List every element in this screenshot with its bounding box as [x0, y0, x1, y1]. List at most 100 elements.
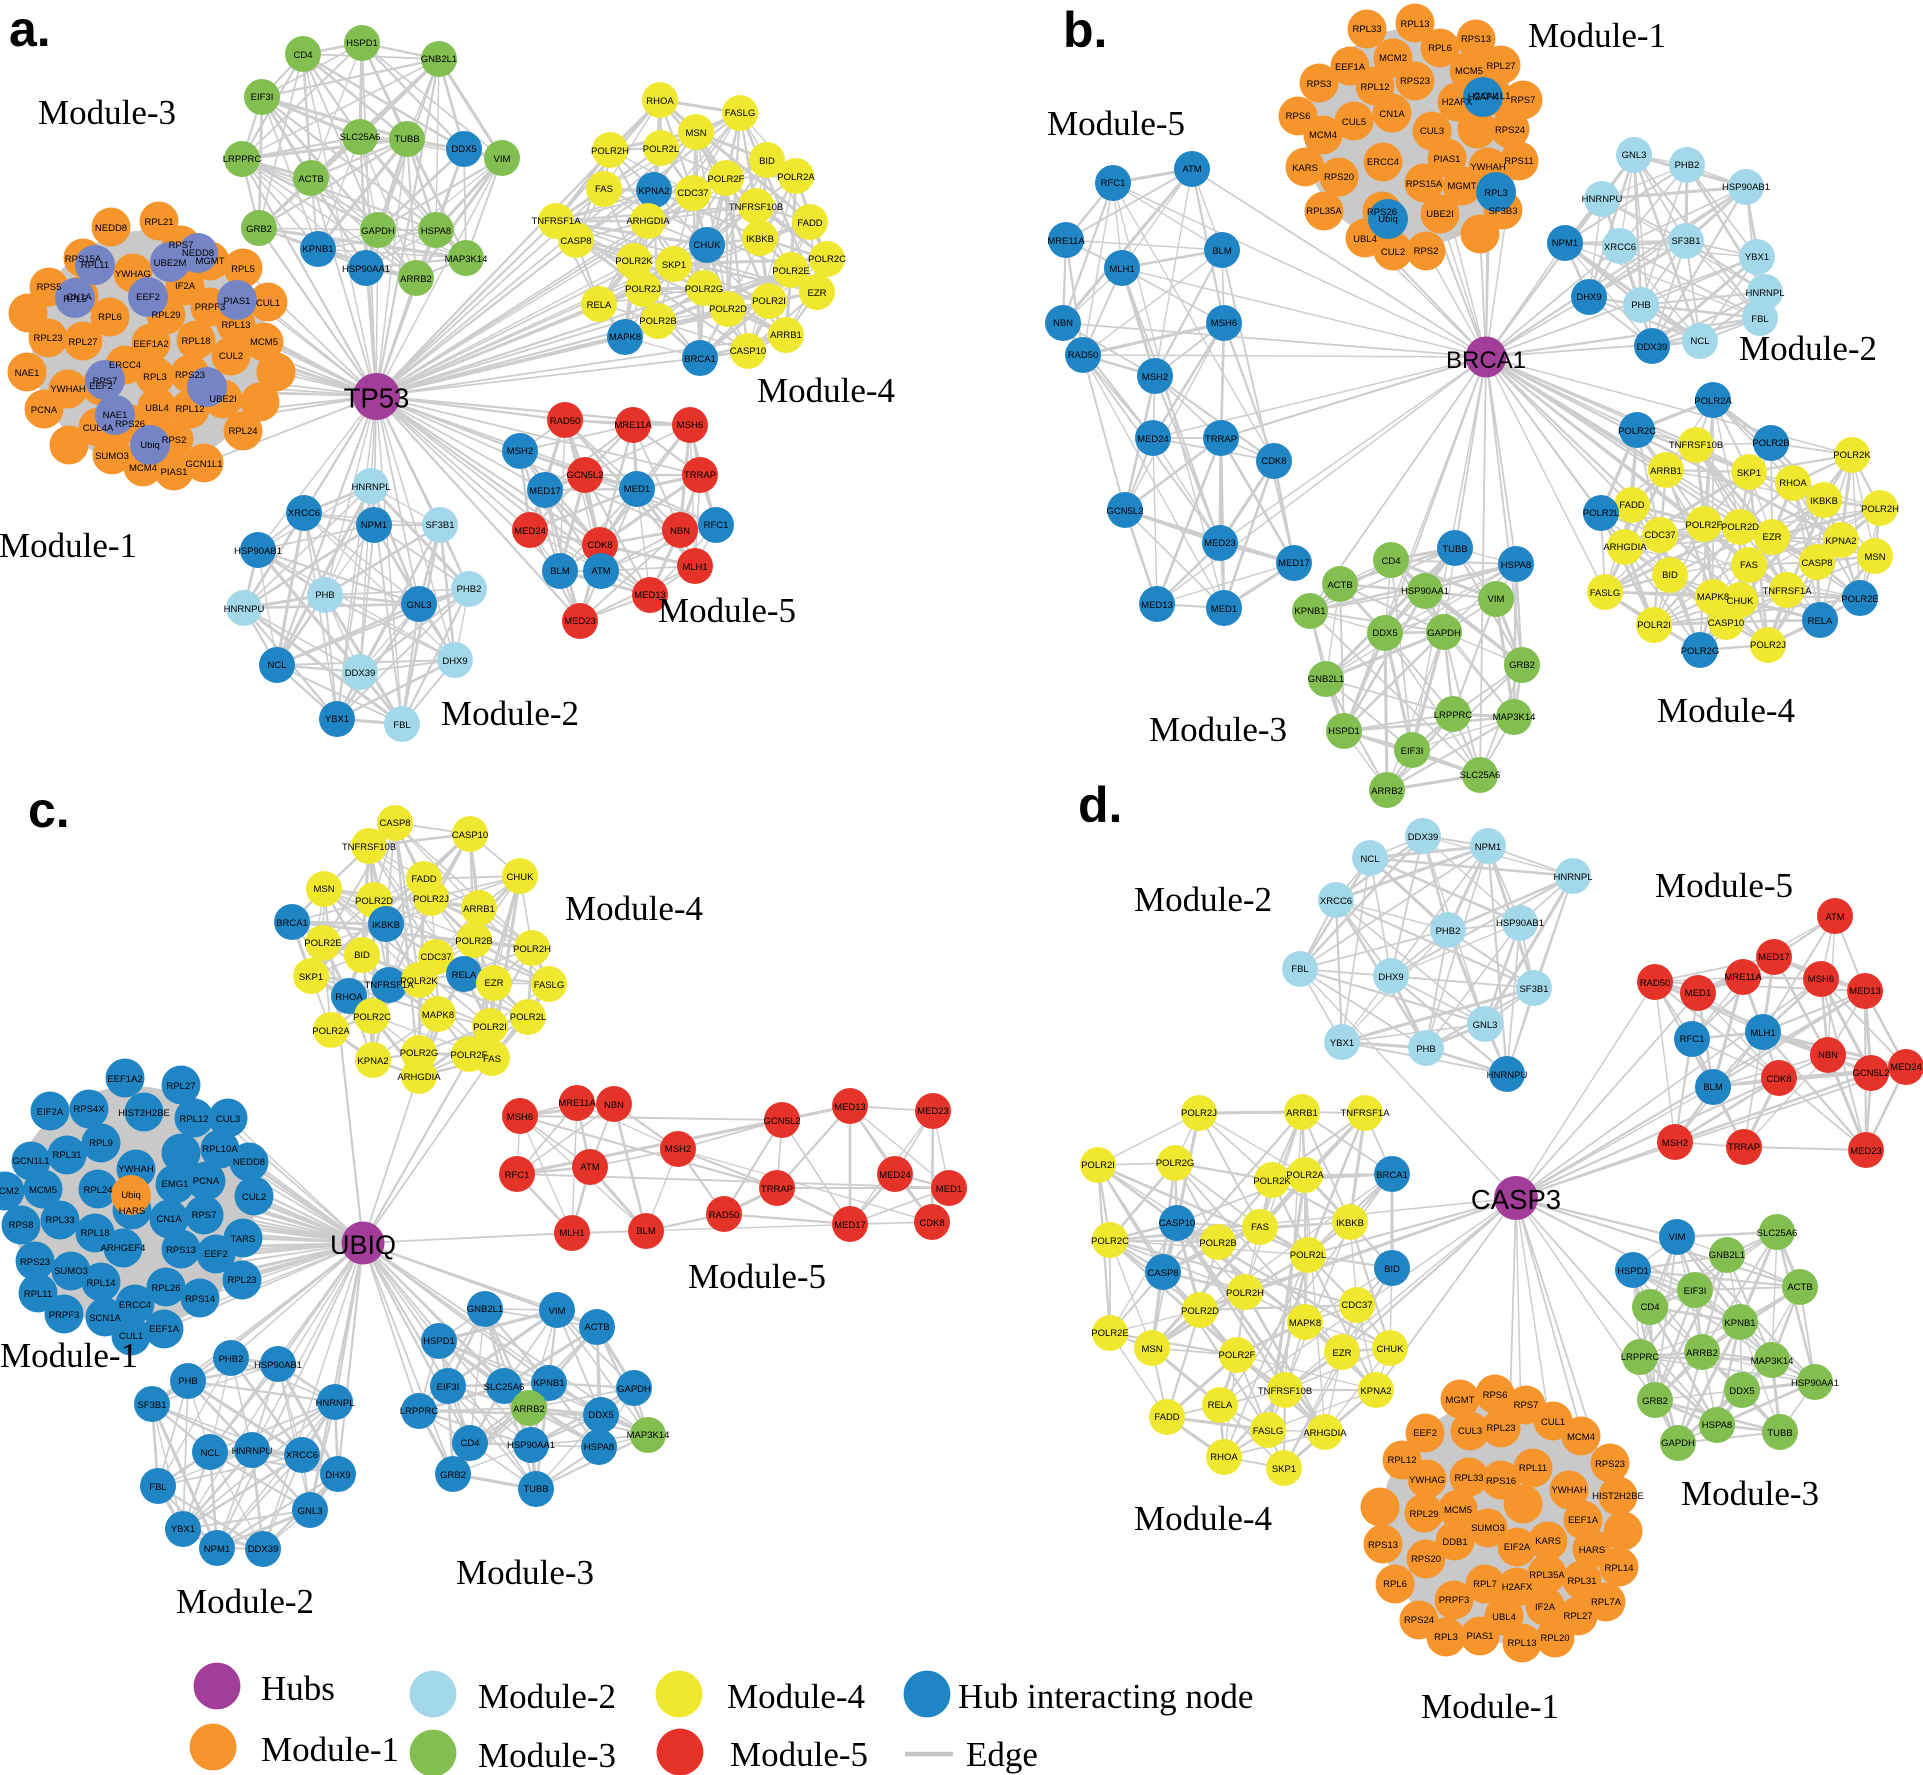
svg-text:CD4: CD4 — [1640, 1302, 1659, 1313]
svg-text:CASP10: CASP10 — [1159, 1218, 1195, 1229]
svg-text:IKBKB: IKBKB — [1336, 1218, 1364, 1229]
svg-text:ARRB2: ARRB2 — [1371, 786, 1403, 797]
svg-text:CD4: CD4 — [460, 1438, 479, 1449]
svg-text:Module-3: Module-3 — [1149, 710, 1287, 749]
svg-text:RPL21: RPL21 — [144, 217, 173, 228]
svg-text:RPL29: RPL29 — [151, 310, 180, 321]
svg-text:RPS24: RPS24 — [1495, 125, 1525, 136]
svg-text:MED1: MED1 — [1211, 604, 1237, 615]
svg-text:HNRNPL: HNRNPL — [1553, 872, 1592, 883]
svg-text:RPL6: RPL6 — [1428, 43, 1452, 54]
svg-text:YBX1: YBX1 — [325, 714, 349, 725]
svg-text:MRE11A: MRE11A — [558, 1098, 596, 1109]
svg-text:RPS4X: RPS4X — [73, 1104, 105, 1115]
svg-text:POLR2L: POLR2L — [1290, 1250, 1326, 1261]
svg-text:PHB: PHB — [1631, 300, 1651, 311]
svg-text:GNL3: GNL3 — [1473, 1020, 1498, 1031]
svg-text:RPS7: RPS7 — [1514, 1400, 1539, 1411]
svg-text:FAS: FAS — [483, 1054, 501, 1065]
svg-text:RFC1: RFC1 — [505, 1170, 530, 1181]
svg-text:POLR2I: POLR2I — [1081, 1160, 1115, 1171]
svg-text:RPL26: RPL26 — [151, 1283, 180, 1294]
svg-text:TRRAP: TRRAP — [684, 470, 716, 481]
svg-text:RPS20: RPS20 — [1411, 1554, 1441, 1565]
svg-text:POLR2F: POLR2F — [1219, 1350, 1256, 1361]
svg-text:RAD50: RAD50 — [709, 1210, 740, 1221]
svg-text:POLR2I: POLR2I — [1637, 620, 1671, 631]
svg-text:POLR2J: POLR2J — [413, 894, 449, 905]
svg-text:CDK8: CDK8 — [1261, 456, 1286, 467]
svg-text:EIF3I: EIF3I — [1684, 1286, 1707, 1297]
svg-text:CUL5: CUL5 — [1342, 117, 1366, 128]
svg-text:MRE11A: MRE11A — [1724, 972, 1762, 983]
svg-text:HSP90AA1: HSP90AA1 — [1791, 1378, 1839, 1389]
svg-text:SCN1A: SCN1A — [89, 1313, 121, 1324]
svg-text:Module-1: Module-1 — [1528, 16, 1666, 55]
svg-text:KPNB1: KPNB1 — [1294, 606, 1325, 617]
svg-text:SF3B1: SF3B1 — [1519, 984, 1548, 995]
svg-text:MLH1: MLH1 — [1750, 1028, 1775, 1039]
svg-text:RAD50: RAD50 — [1068, 350, 1099, 361]
svg-text:MSH2: MSH2 — [507, 446, 533, 457]
svg-text:Module-3: Module-3 — [1681, 1474, 1819, 1513]
svg-text:GNB2L1: GNB2L1 — [1308, 674, 1344, 685]
svg-text:SLC25A6: SLC25A6 — [484, 1382, 525, 1393]
svg-text:POLR2A: POLR2A — [777, 172, 815, 183]
svg-text:POLR2E: POLR2E — [772, 266, 810, 277]
svg-text:CDC37: CDC37 — [1644, 530, 1675, 541]
svg-text:TNFRSF10B: TNFRSF10B — [342, 842, 396, 853]
svg-text:DDX39: DDX39 — [345, 668, 376, 679]
svg-text:RPS24: RPS24 — [1404, 1615, 1434, 1626]
svg-text:YWHAH: YWHAH — [50, 384, 86, 395]
svg-text:TNFRSF10B: TNFRSF10B — [1258, 1386, 1312, 1397]
svg-text:Module-4: Module-4 — [565, 889, 703, 928]
svg-text:CUL4A: CUL4A — [83, 423, 114, 434]
svg-text:HIST2H2BE: HIST2H2BE — [1592, 1491, 1644, 1502]
svg-text:MED1: MED1 — [1685, 988, 1711, 999]
svg-text:YWHAH: YWHAH — [1551, 1485, 1587, 1496]
svg-text:GCN1L1: GCN1L1 — [1474, 91, 1511, 102]
svg-text:MGMT: MGMT — [1447, 181, 1476, 192]
svg-text:CUL3: CUL3 — [216, 1114, 240, 1125]
svg-text:KPNA2: KPNA2 — [1825, 536, 1856, 547]
svg-text:RPS5: RPS5 — [37, 282, 62, 293]
svg-text:TRRAP: TRRAP — [761, 1184, 793, 1195]
svg-text:FADD: FADD — [1619, 500, 1644, 511]
svg-text:HSPA8: HSPA8 — [584, 1442, 614, 1453]
svg-text:ARRB2: ARRB2 — [1686, 1348, 1718, 1359]
svg-text:POLR2G: POLR2G — [400, 1048, 439, 1059]
svg-text:LRPPRC: LRPPRC — [223, 154, 262, 165]
svg-text:POLR2A: POLR2A — [312, 1026, 350, 1037]
svg-text:SKP1: SKP1 — [1737, 468, 1761, 479]
svg-text:PCNA: PCNA — [31, 405, 58, 416]
svg-text:HSP90AA1: HSP90AA1 — [1401, 586, 1449, 597]
svg-text:POLR2K: POLR2K — [615, 256, 653, 267]
svg-text:RPL11: RPL11 — [24, 1289, 52, 1300]
svg-text:HNRNPU: HNRNPU — [232, 1446, 273, 1457]
svg-text:POLR2F: POLR2F — [708, 174, 745, 185]
svg-text:CN1A: CN1A — [66, 292, 92, 303]
svg-text:H2AFX: H2AFX — [1468, 92, 1499, 103]
svg-text:MED13: MED13 — [1849, 986, 1881, 997]
svg-text:KARS: KARS — [1535, 1536, 1561, 1547]
svg-text:DDX5: DDX5 — [1729, 1386, 1754, 1397]
svg-text:DDB1: DDB1 — [1442, 1537, 1467, 1548]
svg-text:GCN1L1: GCN1L1 — [186, 459, 223, 470]
svg-text:RPS23: RPS23 — [175, 370, 205, 381]
svg-text:VIM: VIM — [494, 154, 511, 165]
svg-text:XRCC6: XRCC6 — [1320, 896, 1352, 907]
svg-text:BID: BID — [1662, 570, 1678, 581]
svg-text:RPL13: RPL13 — [221, 320, 250, 331]
svg-text:POLR2J: POLR2J — [625, 284, 661, 295]
svg-text:MAP3K14: MAP3K14 — [627, 1430, 670, 1441]
svg-text:HSP90AA1: HSP90AA1 — [507, 1440, 555, 1451]
svg-text:Module-2: Module-2 — [441, 694, 579, 733]
svg-text:DDX5: DDX5 — [451, 144, 476, 155]
svg-text:VIM: VIM — [549, 1306, 566, 1317]
svg-text:GNB2L1: GNB2L1 — [467, 1304, 503, 1315]
svg-text:Module-3: Module-3 — [478, 1736, 616, 1775]
svg-text:MCM5: MCM5 — [250, 337, 278, 348]
svg-text:EEF2: EEF2 — [89, 381, 113, 392]
svg-text:FAS: FAS — [595, 184, 613, 195]
svg-text:PHB: PHB — [1416, 1044, 1436, 1055]
